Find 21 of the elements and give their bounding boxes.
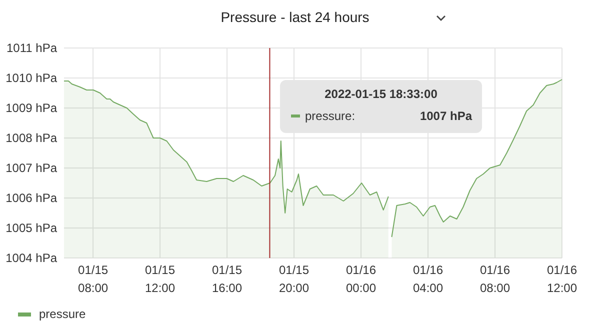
y-tick-label: 1010 hPa (6, 71, 58, 85)
x-tick-label: 01/16 12:00 (546, 263, 578, 295)
y-tick-label: 1004 hPa (6, 251, 58, 265)
x-tick-label: 01/15 16:00 (212, 263, 242, 295)
y-tick-label: 1006 hPa (6, 191, 58, 205)
annotation: 1007 hPa (420, 109, 472, 123)
annotation: pressure: (305, 109, 356, 123)
annotation: 2022-01-15 18:33:00 (324, 87, 438, 101)
y-tick-label: 1011 hPa (6, 41, 58, 55)
x-tick-label: 01/15 20:00 (279, 263, 310, 295)
y-tick-label: 1005 hPa (6, 221, 58, 235)
x-tick-label: 01/15 08:00 (78, 263, 108, 295)
x-tick-label: 01/16 04:00 (412, 263, 444, 295)
y-tick-label: 1009 hPa (6, 101, 58, 115)
x-tick-label: 01/16 08:00 (480, 263, 510, 295)
x-tick-label: 01/15 12:00 (145, 263, 176, 295)
chart-title: Pressure - last 24 hours (220, 9, 370, 25)
x-tick-label: 01/16 00:00 (346, 263, 376, 295)
legend-label: pressure (39, 307, 86, 321)
y-tick-label: 1008 hPa (6, 131, 58, 145)
y-tick-label: 1007 hPa (6, 161, 58, 175)
